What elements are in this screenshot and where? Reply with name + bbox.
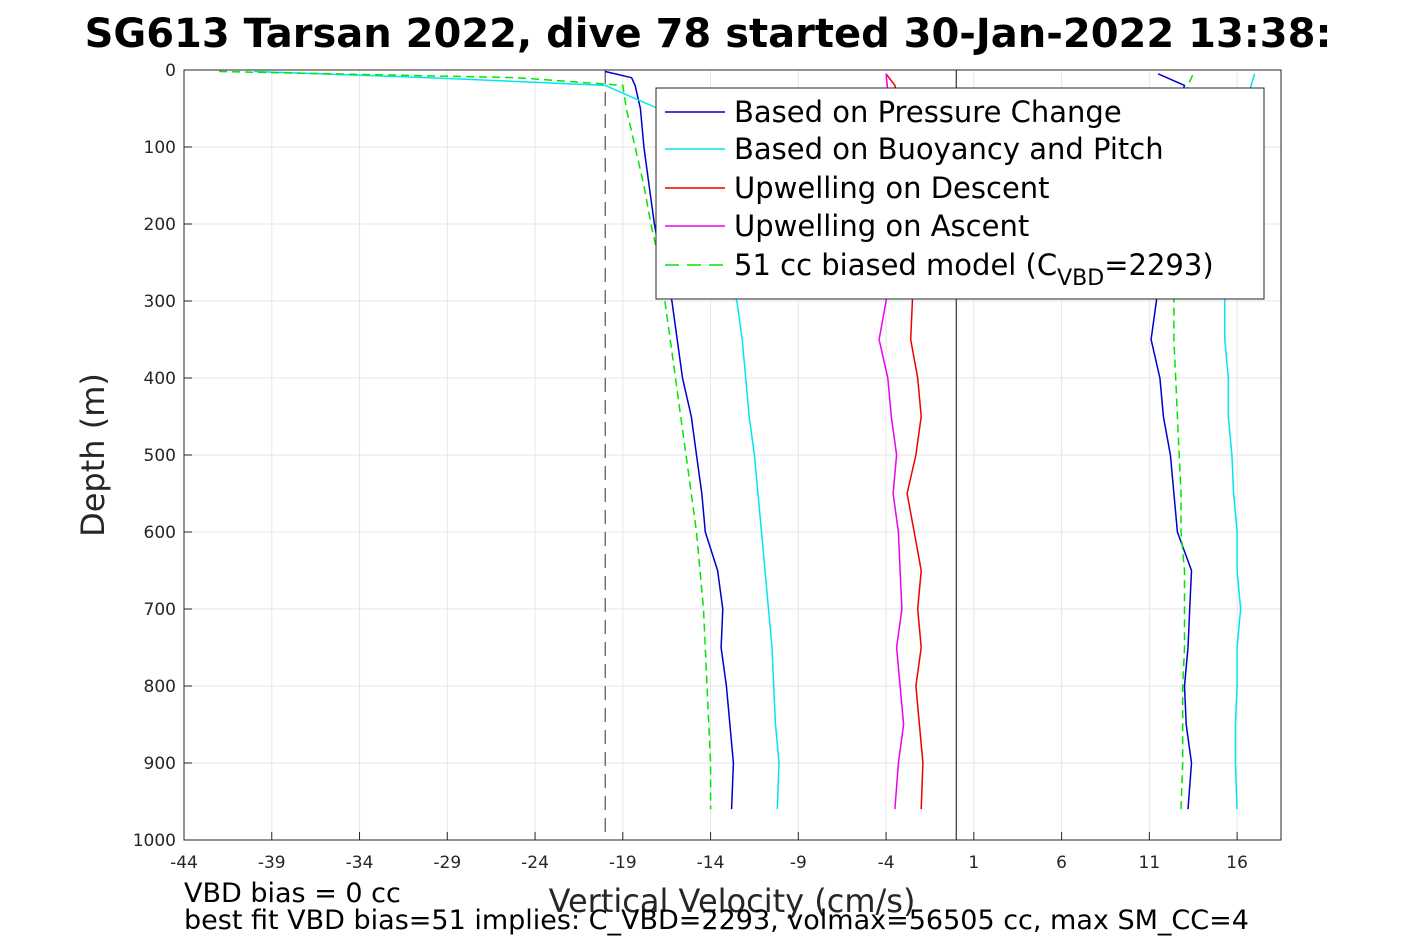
legend-label: Upwelling on Descent <box>734 171 1050 205</box>
x-tick-label: 11 <box>1139 853 1161 873</box>
series-4-profile-0 <box>219 70 712 810</box>
chart-title: SG613 Tarsan 2022, dive 78 started 30-Ja… <box>85 11 1332 57</box>
x-tick-label: -29 <box>433 853 461 873</box>
series-0-profile-0 <box>605 70 735 810</box>
x-tick-label: 16 <box>1226 853 1248 873</box>
x-tick-label: -34 <box>346 853 374 873</box>
x-tick-label: -4 <box>878 853 895 873</box>
x-tick-label: 1 <box>968 853 979 873</box>
x-axis-label: Vertical Velocity (cm/s) <box>549 882 916 920</box>
legend-subscript: VBD <box>1057 266 1104 291</box>
y-tick-label: 100 <box>144 138 176 158</box>
axis-ticks: -44 -39 -34 -29 -24 -19 -14 -9 -4 1 6 11 16010020030… <box>133 61 1248 873</box>
series-4-profile-1 <box>1173 73 1194 810</box>
y-tick-label: 0 <box>165 61 176 81</box>
legend-suffix: =2293) <box>1104 248 1213 282</box>
x-tick-label: -24 <box>521 853 549 873</box>
legend-label: Upwelling on Ascent <box>734 209 1029 243</box>
y-tick-label: 700 <box>144 600 176 620</box>
y-tick-label: 600 <box>144 523 176 543</box>
legend-box <box>655 87 1265 300</box>
legend-label: Based on Buoyancy and Pitch <box>734 132 1164 166</box>
y-tick-label: 800 <box>144 677 176 697</box>
x-tick-label: -19 <box>609 853 637 873</box>
y-axis-label: Depth (m) <box>74 373 112 537</box>
y-tick-label: 1000 <box>133 831 176 851</box>
x-tick-label: -9 <box>790 853 807 873</box>
x-tick-label: -14 <box>697 853 725 873</box>
x-tick-label: 6 <box>1056 853 1067 873</box>
x-tick-label: -44 <box>170 853 198 873</box>
y-tick-label: 900 <box>144 754 176 774</box>
y-tick-label: 200 <box>144 215 176 235</box>
legend-label: Based on Pressure Change <box>734 95 1122 129</box>
x-tick-label: -39 <box>258 853 286 873</box>
y-tick-label: 400 <box>144 369 176 389</box>
vbd-bias-note: VBD bias = 0 cc <box>184 878 401 909</box>
y-tick-label: 500 <box>144 446 176 466</box>
y-tick-label: 300 <box>144 292 176 312</box>
best-fit-note: best fit VBD bias=51 implies: C_VBD=2293… <box>184 905 1249 936</box>
